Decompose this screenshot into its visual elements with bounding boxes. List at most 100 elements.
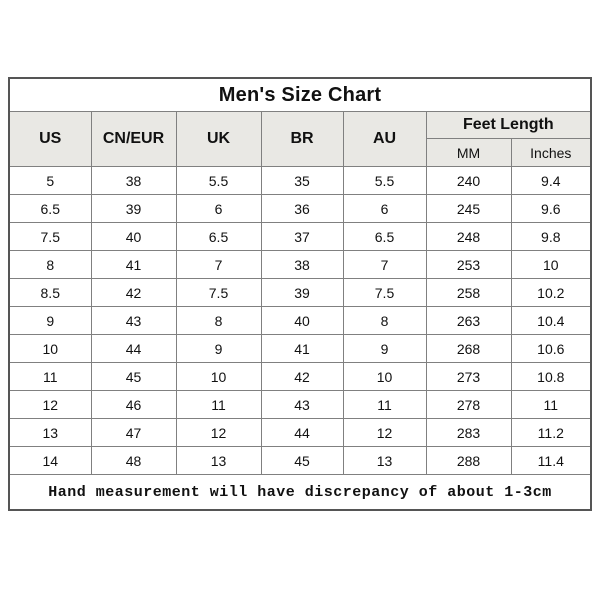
title-row: Men's Size Chart: [8, 77, 592, 112]
table-cell: 10: [342, 362, 427, 391]
column-header-cn-eur: CN/EUR: [90, 111, 177, 167]
table-cell: 44: [90, 334, 177, 363]
table-cell: 6: [342, 194, 427, 223]
table-row: 9 43 8 40 8 263 10.4: [8, 306, 592, 335]
table-cell: 43: [90, 306, 177, 335]
header-row-sub: MM Inches: [9, 138, 592, 167]
table-cell: 39: [90, 194, 177, 223]
table-cell: 10.8: [510, 362, 592, 391]
table-cell: 43: [260, 390, 344, 419]
table-cell: 263: [425, 306, 512, 335]
table-cell: 6: [175, 194, 262, 223]
table-cell: 283: [425, 418, 512, 447]
table-cell: 11.4: [510, 446, 592, 475]
table-cell: 8: [342, 306, 427, 335]
column-header-us: US: [8, 111, 92, 167]
column-group-feet-length: Feet Length: [425, 111, 592, 139]
table-cell: 245: [425, 194, 512, 223]
table-cell: 7.5: [8, 222, 92, 251]
table-cell: 9: [8, 306, 92, 335]
table-cell: 10: [175, 362, 262, 391]
table-cell: 5.5: [175, 166, 262, 195]
table-cell: 248: [425, 222, 512, 251]
table-cell: 42: [260, 362, 344, 391]
table-row: 14 48 13 45 13 288 11.4: [8, 446, 592, 475]
table-cell: 7.5: [342, 278, 427, 307]
table-cell: 9.8: [510, 222, 592, 251]
table-cell: 11: [510, 390, 592, 419]
table-cell: 5.5: [342, 166, 427, 195]
table-cell: 288: [425, 446, 512, 475]
table-row: 8 41 7 38 7 253 10: [8, 250, 592, 279]
table-cell: 240: [425, 166, 512, 195]
table-cell: 9.6: [510, 194, 592, 223]
table-cell: 14: [8, 446, 92, 475]
column-header-uk: UK: [175, 111, 262, 167]
table-cell: 38: [260, 250, 344, 279]
size-chart-table: Men's Size Chart US CN/EUR UK BR AU Feet…: [8, 77, 593, 511]
table-cell: 6.5: [342, 222, 427, 251]
table-cell: 11: [8, 362, 92, 391]
table-cell: 48: [90, 446, 177, 475]
table-row: 7.5 40 6.5 37 6.5 248 9.8: [8, 222, 592, 251]
table-footer: Hand measurement will have discrepancy o…: [8, 474, 592, 511]
table-cell: 9.4: [510, 166, 592, 195]
table-cell: 273: [425, 362, 512, 391]
table-cell: 8.5: [8, 278, 92, 307]
column-header-br: BR: [260, 111, 344, 167]
table-cell: 12: [8, 390, 92, 419]
table-cell: 40: [260, 306, 344, 335]
table-row: 8.5 42 7.5 39 7.5 258 10.2: [8, 278, 592, 307]
table-cell: 7.5: [175, 278, 262, 307]
table-cell: 5: [8, 166, 92, 195]
table-cell: 39: [260, 278, 344, 307]
table-row: 10 44 9 41 9 268 10.6: [8, 334, 592, 363]
footnote-text: Hand measurement will have discrepancy o…: [8, 474, 592, 511]
table-cell: 36: [260, 194, 344, 223]
table-cell: 37: [260, 222, 344, 251]
table-row: 12 46 11 43 11 278 11: [8, 390, 592, 419]
table-cell: 278: [425, 390, 512, 419]
column-header-inches: Inches: [510, 138, 592, 167]
size-table-body: 5 38 5.5 35 5.5 240 9.4 6.5 39 6 36 6 245 9.6 7.5 40 6.5…: [8, 166, 592, 475]
table-row: 11 45 10 42 10 273 10.8: [8, 362, 592, 391]
table-cell: 7: [342, 250, 427, 279]
table-cell: 12: [175, 418, 262, 447]
table-cell: 12: [342, 418, 427, 447]
table-cell: 11.2: [510, 418, 592, 447]
table-row: 13 47 12 44 12 283 11.2: [8, 418, 592, 447]
size-chart: Men's Size Chart US CN/EUR UK BR AU Feet…: [8, 77, 593, 511]
table-cell: 10: [8, 334, 92, 363]
table-cell: 7: [175, 250, 262, 279]
table-cell: 41: [260, 334, 344, 363]
table-row: 6.5 39 6 36 6 245 9.6: [8, 194, 592, 223]
table-cell: 35: [260, 166, 344, 195]
table-cell: 13: [175, 446, 262, 475]
table-cell: 46: [90, 390, 177, 419]
table-row: 5 38 5.5 35 5.5 240 9.4: [8, 166, 592, 195]
table-cell: 258: [425, 278, 512, 307]
table-cell: 9: [175, 334, 262, 363]
table-cell: 13: [342, 446, 427, 475]
table-cell: 44: [260, 418, 344, 447]
table-cell: 8: [175, 306, 262, 335]
column-header-mm: MM: [425, 138, 512, 167]
table-cell: 6.5: [8, 194, 92, 223]
table-cell: 11: [342, 390, 427, 419]
table-cell: 268: [425, 334, 512, 363]
header-row-main: US CN/EUR UK BR AU Feet Length: [8, 111, 592, 167]
table-cell: 38: [90, 166, 177, 195]
table-cell: 47: [90, 418, 177, 447]
table-cell: 11: [175, 390, 262, 419]
table-cell: 10.6: [510, 334, 592, 363]
footnote-row: Hand measurement will have discrepancy o…: [8, 474, 592, 511]
table-cell: 10: [510, 250, 592, 279]
table-cell: 45: [260, 446, 344, 475]
table-cell: 10.4: [510, 306, 592, 335]
table-cell: 42: [90, 278, 177, 307]
chart-title: Men's Size Chart: [8, 77, 592, 112]
table-cell: 13: [8, 418, 92, 447]
table-cell: 8: [8, 250, 92, 279]
column-header-au: AU: [342, 111, 427, 167]
